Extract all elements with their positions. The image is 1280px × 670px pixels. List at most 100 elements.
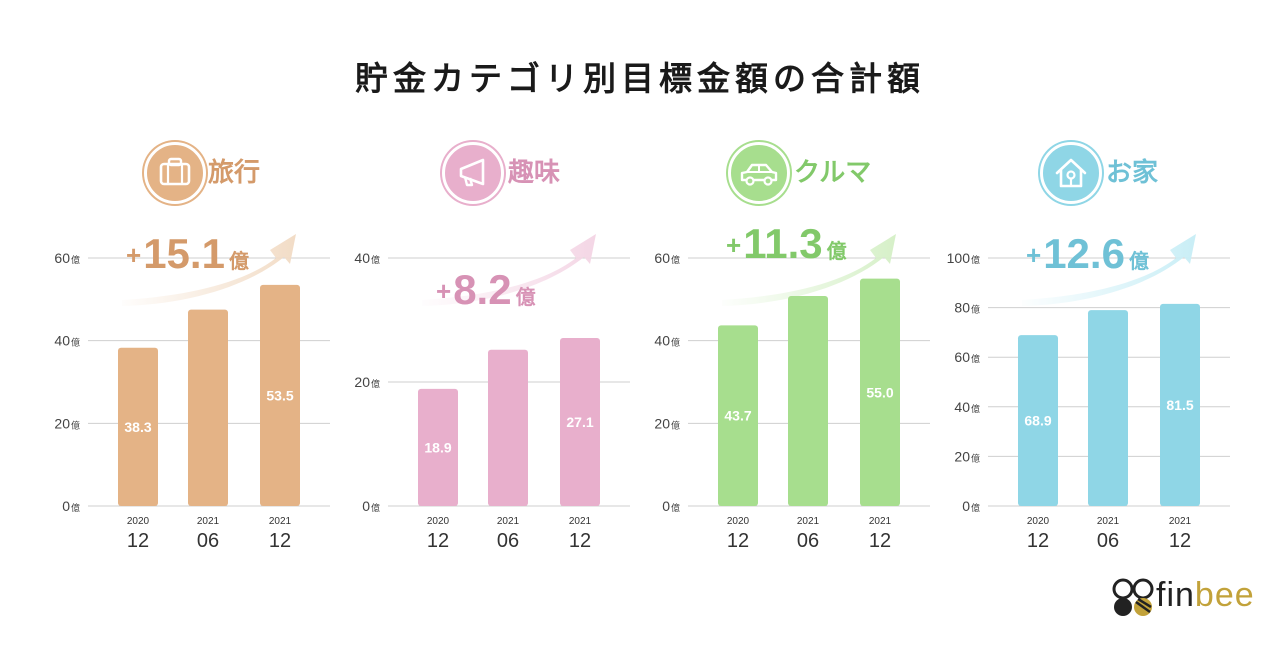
- x-tick-year: 2021: [569, 516, 592, 527]
- category-header-car: クルマ: [640, 142, 940, 204]
- y-tick-label: 0: [662, 498, 670, 514]
- y-tick-label: 40: [954, 399, 970, 415]
- x-tick-year: 2020: [427, 516, 450, 527]
- brand-logo: finbee: [1112, 574, 1254, 618]
- bar-value-label: 27.1: [566, 414, 593, 430]
- y-tick-label: 100: [947, 250, 971, 266]
- y-tick-unit: 億: [371, 254, 380, 266]
- x-tick-month: 12: [869, 530, 891, 552]
- gain-label: +8.2 億: [436, 266, 536, 313]
- x-tick-month: 06: [197, 530, 219, 552]
- x-tick-year: 2021: [1169, 516, 1192, 527]
- bar-2021-06: [788, 296, 828, 506]
- x-tick-month: 06: [497, 530, 519, 552]
- x-tick-year: 2020: [127, 516, 150, 527]
- x-tick-month: 12: [1027, 530, 1049, 552]
- x-tick-month: 12: [569, 530, 591, 552]
- brand-name-part1: fin: [1156, 576, 1195, 614]
- bar-2021-06: [1088, 310, 1128, 506]
- y-tick-unit: 億: [971, 353, 980, 365]
- bar-value-label: 38.3: [124, 419, 151, 435]
- y-tick-unit: 億: [971, 304, 980, 316]
- bee-logo-icon: [1112, 578, 1154, 616]
- y-tick-label: 40: [654, 333, 670, 349]
- category-header-travel: 旅行: [40, 142, 340, 204]
- bar-value-label: 68.9: [1024, 413, 1051, 429]
- bar-value-label: 43.7: [724, 408, 751, 424]
- y-tick-label: 20: [654, 415, 670, 431]
- y-tick-label: 0: [362, 498, 370, 514]
- gain-label: +11.3 億: [726, 220, 847, 267]
- bar-value-label: 81.5: [1166, 397, 1193, 413]
- x-tick-year: 2021: [797, 516, 820, 527]
- bar-2020-12: [418, 388, 458, 506]
- gain-sign: +: [436, 276, 451, 306]
- bar-value-label: 18.9: [424, 439, 451, 455]
- car-icon: [728, 142, 790, 204]
- y-tick-unit: 億: [71, 254, 80, 266]
- growth-arrow: [422, 234, 596, 306]
- bar-value-label: 53.5: [266, 387, 293, 403]
- y-tick-unit: 億: [371, 378, 380, 390]
- category-label-car: クルマ: [794, 158, 872, 188]
- growth-arrow: [122, 234, 296, 306]
- chart-panel-car: クルマ 0 億 20 億 40 億 60 億 43.7 2020 12 2021 06 55.0 2021 1…: [640, 130, 940, 570]
- x-tick-month: 12: [269, 530, 291, 552]
- megaphone-icon: [442, 142, 504, 204]
- gain-unit: 億: [1129, 249, 1149, 273]
- y-tick-unit: 億: [971, 254, 980, 266]
- y-tick-label: 40: [54, 333, 70, 349]
- x-tick-month: 12: [1169, 530, 1191, 552]
- y-tick-label: 80: [954, 300, 970, 316]
- house-icon: [1040, 142, 1102, 204]
- bar-2021-12: [260, 284, 300, 506]
- bar-2021-12: [860, 278, 900, 506]
- x-tick-month: 12: [427, 530, 449, 552]
- y-tick-unit: 億: [371, 502, 380, 514]
- y-tick-unit: 億: [971, 452, 980, 464]
- gain-unit: 億: [516, 285, 536, 309]
- suitcase-icon: [144, 142, 206, 204]
- chart-panel-travel: 旅行 0 億 20 億 40 億 60 億 38.3 2020 12 2021 06 53.5 2021 12…: [40, 130, 340, 570]
- y-tick-label: 20: [354, 374, 370, 390]
- y-tick-unit: 億: [71, 419, 80, 431]
- category-header-hobby: 趣味: [340, 142, 640, 204]
- y-tick-label: 0: [62, 498, 70, 514]
- gain-sign: +: [726, 230, 741, 260]
- category-label-travel: 旅行: [208, 158, 261, 188]
- y-tick-unit: 億: [971, 403, 980, 415]
- x-tick-month: 06: [1097, 530, 1119, 552]
- gain-unit: 億: [229, 249, 249, 273]
- gain-value: 11.3: [743, 220, 822, 267]
- bar-2020-12: [1018, 335, 1058, 506]
- gain-label: +12.6 億: [1026, 230, 1149, 277]
- y-tick-label: 20: [954, 448, 970, 464]
- bar-2021-06: [188, 309, 228, 506]
- gain-value: 15.1: [143, 230, 225, 277]
- x-tick-year: 2021: [869, 516, 892, 527]
- x-tick-year: 2021: [497, 516, 520, 527]
- chart-panel-hobby: 趣味 0 億 20 億 40 億 18.9 2020 12 2021 06 27.1 2021 12 +8.…: [340, 130, 640, 570]
- y-tick-unit: 億: [671, 419, 680, 431]
- bar-value-label: 55.0: [866, 384, 893, 400]
- x-tick-month: 12: [127, 530, 149, 552]
- y-tick-unit: 億: [71, 502, 80, 514]
- bar-2021-12: [560, 337, 600, 506]
- x-tick-year: 2021: [1097, 516, 1120, 527]
- y-tick-unit: 億: [71, 337, 80, 349]
- gain-sign: +: [1026, 240, 1041, 270]
- category-header-home: お家: [940, 142, 1240, 204]
- bar-chart-travel: 0 億20 億40 億60 億38.320201220210653.5202112+15…: [54, 230, 330, 552]
- y-tick-unit: 億: [971, 502, 980, 514]
- gain-sign: +: [126, 240, 141, 270]
- x-tick-year: 2021: [269, 516, 292, 527]
- y-tick-label: 60: [954, 349, 970, 365]
- x-tick-year: 2021: [197, 516, 220, 527]
- bar-2021-06: [488, 349, 528, 506]
- y-tick-unit: 億: [671, 502, 680, 514]
- bar-chart-car: 0 億20 億40 億60 億43.720201220210655.0202112+11…: [654, 220, 930, 552]
- chart-panel-home: お家 0 億 20 億 40 億 60 億 80 億 100 億 68.9 2020 12 2021 06 81.…: [940, 130, 1240, 570]
- brand-name-part2: bee: [1194, 576, 1255, 614]
- bar-2021-12: [1160, 303, 1200, 506]
- growth-arrow: [722, 234, 896, 306]
